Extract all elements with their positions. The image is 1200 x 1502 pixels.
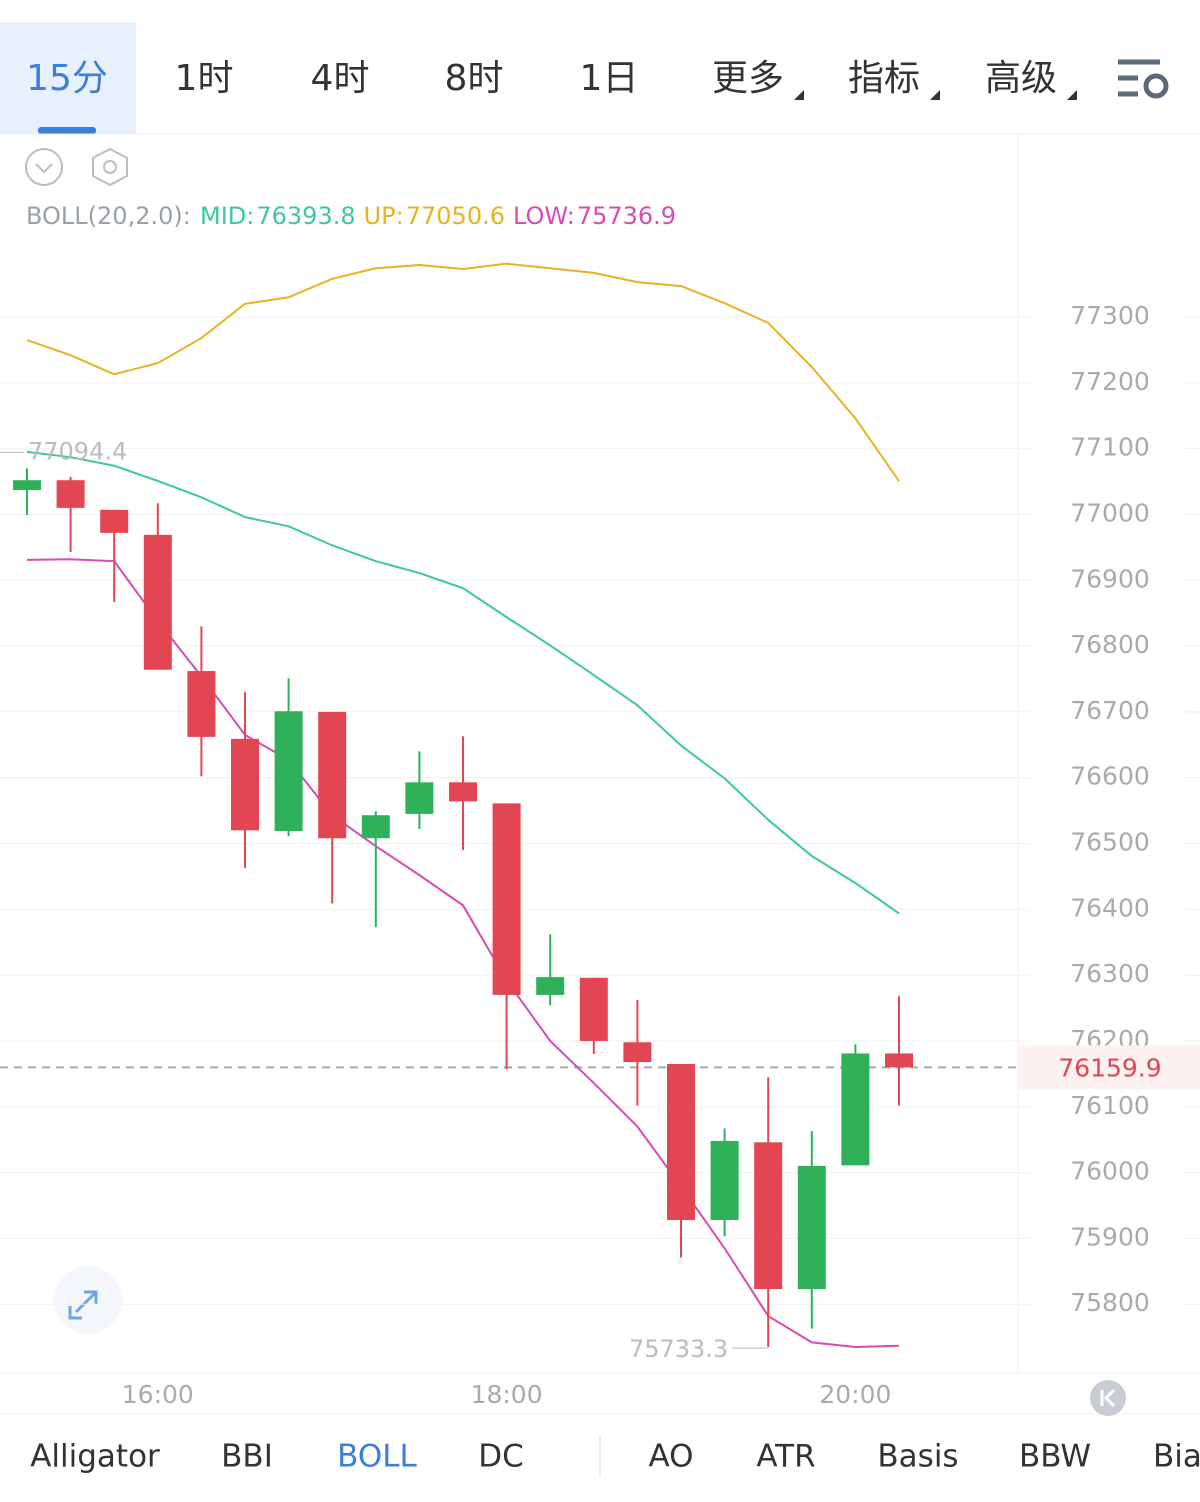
candle-body xyxy=(667,1063,695,1220)
candle-body xyxy=(492,803,521,995)
dropdown-arrow xyxy=(1067,90,1077,100)
timeframe-tab[interactable]: 8时 xyxy=(445,58,504,99)
y-tick-label: 77300 xyxy=(1070,301,1150,330)
candle-body xyxy=(797,1166,826,1290)
candle-body xyxy=(361,815,390,839)
y-tick-label: 76800 xyxy=(1070,630,1150,659)
collapse-icon[interactable] xyxy=(25,148,63,186)
candle-body xyxy=(885,1053,913,1068)
candle-body xyxy=(56,480,85,508)
indicator-tab[interactable]: DC xyxy=(478,1439,524,1475)
timeframe-tab[interactable]: 1时 xyxy=(175,58,234,99)
boll-line xyxy=(26,558,900,1348)
active-tab-indicator xyxy=(38,127,96,134)
legend-value: 76393.8 xyxy=(256,202,355,230)
x-tick-label: 16:00 xyxy=(122,1380,194,1409)
candle-body xyxy=(841,1053,870,1166)
indicator-tab[interactable]: Alligator xyxy=(30,1439,160,1475)
y-tick-label: 76500 xyxy=(1070,828,1150,857)
dropdown-arrow xyxy=(930,90,940,100)
y-tick-label: 77000 xyxy=(1070,498,1150,527)
y-tick-label: 77200 xyxy=(1070,367,1150,396)
low-marker-label: 75733.3 xyxy=(629,1335,728,1363)
indicator-tab[interactable]: BOLL xyxy=(337,1439,417,1475)
candle-body xyxy=(274,711,303,832)
legend-value: 75736.9 xyxy=(577,202,676,230)
expand-icon[interactable] xyxy=(54,1266,122,1334)
candle-body xyxy=(13,480,41,491)
x-tick-label: 20:00 xyxy=(819,1380,891,1409)
chart: 7580075900760007610076200763007640076500… xyxy=(0,262,1200,1409)
active-tab-bg xyxy=(0,22,136,134)
y-tick-label: 76900 xyxy=(1070,564,1150,593)
y-tick-label: 76600 xyxy=(1070,762,1150,791)
candle-body xyxy=(143,534,172,670)
indicator-tab[interactable]: BBW xyxy=(1019,1439,1091,1475)
legend-name: LOW: xyxy=(513,202,575,230)
settings-icon[interactable] xyxy=(1118,59,1169,99)
y-tick-label: 76100 xyxy=(1070,1091,1150,1120)
indicator-tab[interactable]: Bias xyxy=(1153,1439,1200,1475)
timeframe-tab[interactable]: 更多 xyxy=(712,58,784,99)
last-price-label: 76159.9 xyxy=(1058,1053,1161,1082)
indicator-label: BOLL(20,2.0): xyxy=(26,202,191,230)
dropdown-arrow xyxy=(794,90,804,100)
y-tick-label: 76700 xyxy=(1070,696,1150,725)
candle-body xyxy=(100,509,129,533)
candle-body xyxy=(449,782,477,802)
y-tick-label: 76000 xyxy=(1070,1157,1150,1186)
timeframe-tab[interactable]: 4时 xyxy=(311,58,370,99)
candle-body xyxy=(318,711,347,839)
candle-body xyxy=(623,1042,652,1063)
last-price-bg xyxy=(1018,1045,1200,1090)
candle-body xyxy=(187,671,216,737)
boll-line xyxy=(26,262,900,482)
indicator-tab[interactable]: BBI xyxy=(221,1439,273,1475)
candle-body xyxy=(579,977,608,1041)
timeframe-tab[interactable]: 高级 xyxy=(985,58,1057,99)
y-tick-label: 75800 xyxy=(1070,1288,1150,1317)
candle-body xyxy=(231,738,259,831)
candle-body xyxy=(754,1142,783,1290)
timeframe-tab[interactable]: 15分 xyxy=(26,58,108,99)
legend-value: 77050.6 xyxy=(406,202,505,230)
candle-body xyxy=(710,1140,739,1220)
candle-body xyxy=(405,782,434,814)
boll-line xyxy=(26,450,900,915)
timeframe-tab[interactable]: 指标 xyxy=(848,58,920,99)
jump-latest-button[interactable] xyxy=(1090,1380,1126,1416)
indicator-tab[interactable]: AO xyxy=(648,1439,693,1475)
y-tick-label: 75900 xyxy=(1070,1222,1150,1251)
indicator-tab[interactable]: Basis xyxy=(877,1439,958,1475)
settings-hex-icon[interactable] xyxy=(92,147,128,187)
legend-name: MID: xyxy=(200,202,254,230)
indicator-tab[interactable]: ATR xyxy=(756,1439,815,1475)
candle-body xyxy=(536,977,565,995)
y-tick-label: 76400 xyxy=(1070,893,1150,922)
legend-name: UP: xyxy=(364,202,404,230)
timeframe-tab[interactable]: 1日 xyxy=(580,58,639,99)
y-tick-label: 76300 xyxy=(1070,959,1150,988)
y-tick-label: 77100 xyxy=(1070,433,1150,462)
high-marker-label: 77094.4 xyxy=(28,437,127,465)
x-tick-label: 18:00 xyxy=(471,1380,543,1409)
